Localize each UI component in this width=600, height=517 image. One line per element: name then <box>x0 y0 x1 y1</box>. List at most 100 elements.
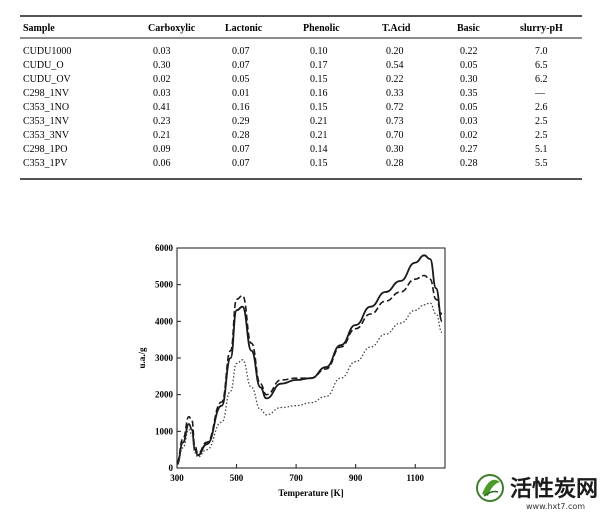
series-line-dashed <box>176 274 443 464</box>
column-header: slurry-pH <box>520 23 563 34</box>
value-cell: 6.5 <box>535 60 548 71</box>
x-axis-label: Temperature [K] <box>278 488 343 498</box>
series-line-dotted <box>176 302 443 466</box>
table-body: CUDU1000 0.03 0.07 0.10 0.20 0.22 7.0 CUDU_O 0.3… <box>23 46 548 169</box>
watermark-url: www.hxt7.com <box>526 502 585 511</box>
value-cell: 0.03 <box>460 116 478 127</box>
value-cell: 0.01 <box>232 88 250 99</box>
y-tick-label: 2000 <box>155 390 174 400</box>
data-table: Sample Carboxylic Lactonic Phenolic T.Acid Ba… <box>20 14 582 184</box>
y-tick-label: 1000 <box>155 426 174 436</box>
value-cell: 0.16 <box>310 88 328 99</box>
column-header: Basic <box>457 23 480 34</box>
sample-cell: C298_1PO <box>23 144 67 155</box>
value-cell: 0.35 <box>460 88 478 99</box>
site-watermark: 活性炭网 www.hxt7.com <box>474 470 598 512</box>
sample-cell: C353_1NO <box>23 102 69 113</box>
value-cell: 0.17 <box>310 60 328 71</box>
value-cell: 0.23 <box>153 116 171 127</box>
value-cell: 6.2 <box>535 74 548 85</box>
value-cell: 0.21 <box>153 130 171 141</box>
value-cell: 0.15 <box>310 102 328 113</box>
value-cell: 0.03 <box>153 46 171 57</box>
value-cell: 0.28 <box>460 158 478 169</box>
value-cell: 0.27 <box>460 144 478 155</box>
tpd-chart: 300 500 700 900 1100 0 1000 2000 3000 4000 5000 600… <box>130 240 460 515</box>
x-tick-label: 900 <box>349 473 363 483</box>
table-row: C353_1NV 0.23 0.29 0.21 0.73 0.03 2.5 <box>23 116 548 127</box>
value-cell: 0.09 <box>153 144 171 155</box>
value-cell: 0.41 <box>153 102 171 113</box>
chart-canvas: 300 500 700 900 1100 0 1000 2000 3000 4000 5000 600… <box>137 243 446 498</box>
sample-cell: C353_1PV <box>23 158 68 169</box>
value-cell: 5.1 <box>535 144 548 155</box>
table-row: C353_1NO 0.41 0.16 0.15 0.72 0.05 2.6 <box>23 102 548 113</box>
axis-ticks: 300 500 700 900 1100 0 1000 2000 3000 4000 5000 600… <box>155 243 424 483</box>
value-cell: 2.5 <box>535 116 548 127</box>
value-cell: 0.73 <box>386 116 404 127</box>
column-header: Sample <box>23 23 55 34</box>
value-cell: 0.16 <box>232 102 250 113</box>
value-cell: 0.02 <box>460 130 478 141</box>
plot-border <box>176 247 446 469</box>
value-cell: 0.70 <box>386 130 404 141</box>
value-cell: 0.20 <box>386 46 404 57</box>
watermark-text: 活性炭网 <box>510 476 598 502</box>
value-cell: 0.05 <box>460 102 478 113</box>
sample-cell: C353_3NV <box>23 130 70 141</box>
leaf-logo-icon <box>476 474 504 502</box>
value-cell: 0.22 <box>386 74 404 85</box>
table-canvas: Sample Carboxylic Lactonic Phenolic T.Acid Ba… <box>20 15 582 180</box>
value-cell: 5.5 <box>535 158 548 169</box>
sample-cell: CUDU1000 <box>23 46 71 57</box>
value-cell: 0.07 <box>232 144 250 155</box>
y-tick-label: 3000 <box>155 353 174 363</box>
table-row: C353_3NV 0.21 0.28 0.21 0.70 0.02 2.5 <box>23 130 548 141</box>
value-cell: 0.05 <box>232 74 250 85</box>
value-cell: 0.22 <box>460 46 478 57</box>
value-cell: 0.15 <box>310 158 328 169</box>
table-row: CUDU_OV 0.02 0.05 0.15 0.22 0.30 6.2 <box>23 74 548 85</box>
sample-cell: C353_1NV <box>23 116 70 127</box>
sample-cell: C298_1NV <box>23 88 70 99</box>
value-cell: — <box>534 88 546 99</box>
plot-frame <box>176 247 446 469</box>
table-row: C298_1PO 0.09 0.07 0.14 0.30 0.27 5.1 <box>23 144 548 155</box>
table-row: C298_1NV 0.03 0.01 0.16 0.33 0.35 — <box>23 88 546 99</box>
y-tick-label: 6000 <box>155 243 174 253</box>
table-header: Sample Carboxylic Lactonic Phenolic T.Acid Ba… <box>23 23 563 34</box>
x-tick-label: 1100 <box>406 473 424 483</box>
x-tick-label: 500 <box>230 473 244 483</box>
value-cell: 0.06 <box>153 158 171 169</box>
column-header: Lactonic <box>225 23 263 34</box>
value-cell: 2.6 <box>535 102 548 113</box>
value-cell: 0.07 <box>232 60 250 71</box>
value-cell: 0.10 <box>310 46 328 57</box>
value-cell: 0.03 <box>153 88 171 99</box>
value-cell: 0.15 <box>310 74 328 85</box>
table-row: C353_1PV 0.06 0.07 0.15 0.28 0.28 5.5 <box>23 158 548 169</box>
series-layer <box>176 254 443 466</box>
value-cell: 0.29 <box>232 116 250 127</box>
sample-cell: CUDU_O <box>23 60 64 71</box>
value-cell: 2.5 <box>535 130 548 141</box>
value-cell: 0.21 <box>310 116 328 127</box>
series-line-solid <box>176 254 443 466</box>
sample-cell: CUDU_OV <box>23 74 72 85</box>
value-cell: 0.14 <box>310 144 328 155</box>
table-row: CUDU_O 0.30 0.07 0.17 0.54 0.05 6.5 <box>23 60 548 71</box>
value-cell: 0.07 <box>232 158 250 169</box>
x-tick-label: 700 <box>289 473 303 483</box>
table-row: CUDU1000 0.03 0.07 0.10 0.20 0.22 7.0 <box>23 46 548 57</box>
value-cell: 0.33 <box>386 88 404 99</box>
value-cell: 0.30 <box>460 74 478 85</box>
column-header: Phenolic <box>303 23 340 34</box>
x-tick-label: 300 <box>170 473 184 483</box>
y-tick-label: 0 <box>169 463 174 473</box>
y-tick-label: 5000 <box>155 280 174 290</box>
value-cell: 0.02 <box>153 74 171 85</box>
value-cell: 0.30 <box>386 144 404 155</box>
value-cell: 0.28 <box>232 130 250 141</box>
column-header: Carboxylic <box>148 23 196 34</box>
value-cell: 0.54 <box>386 60 404 71</box>
